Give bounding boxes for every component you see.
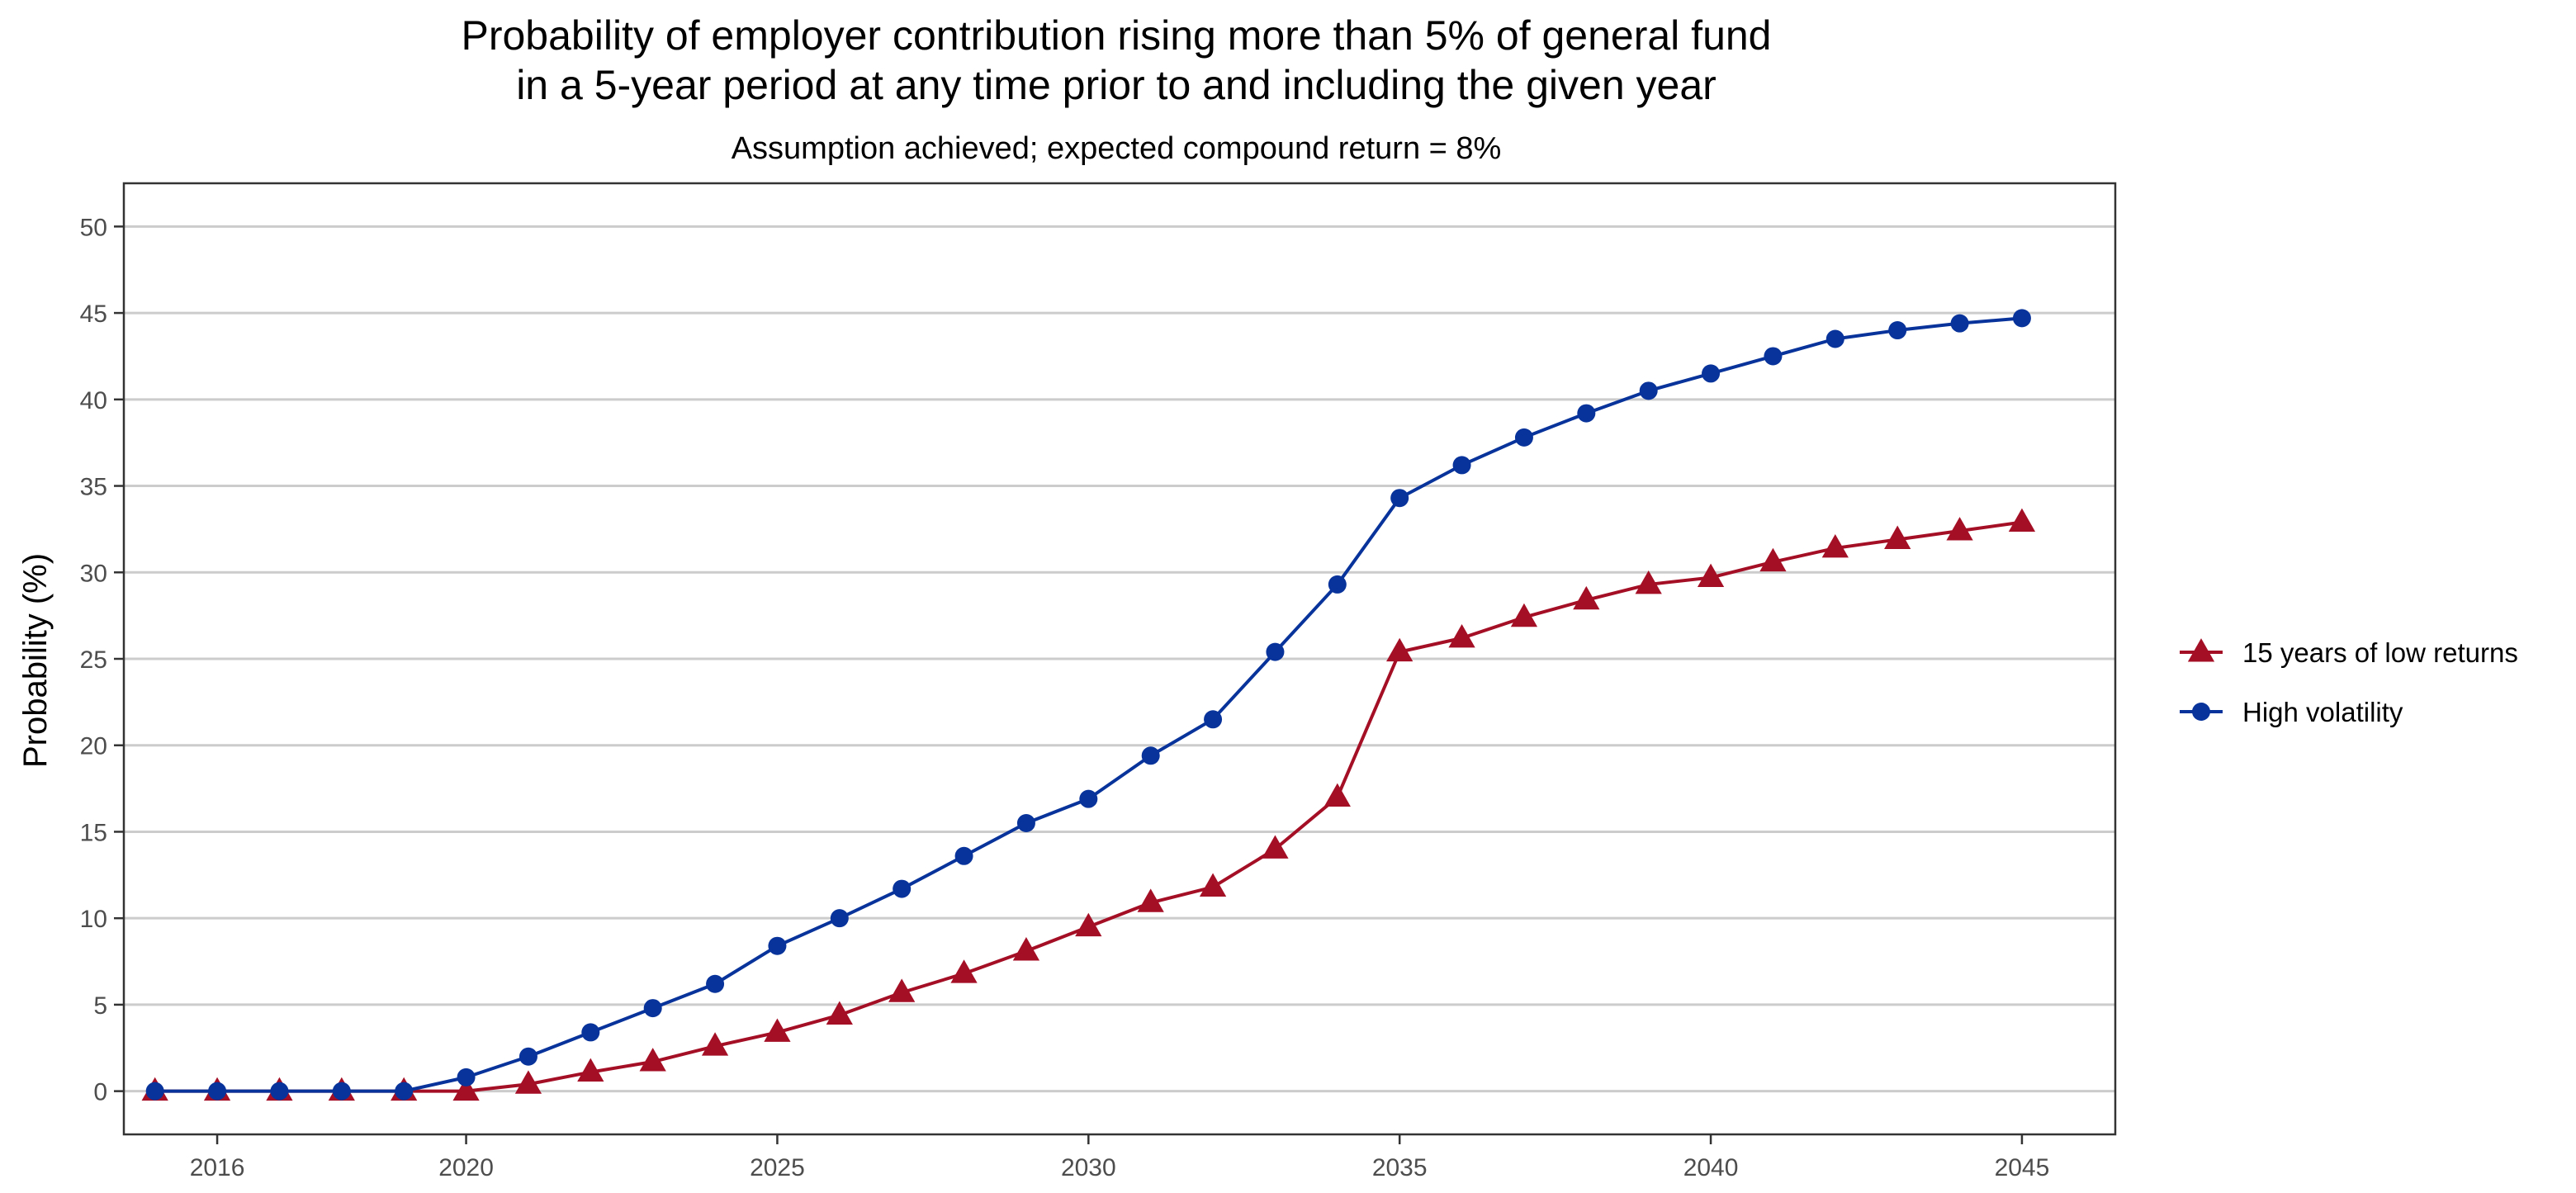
data-point-2034 (1324, 783, 1351, 807)
x-tick-label: 2020 (438, 1154, 494, 1181)
data-point-2043 (1884, 525, 1911, 549)
data-point-2023 (639, 1048, 666, 1072)
data-point-2030 (1079, 789, 1098, 808)
data-point-2042 (1825, 329, 1844, 348)
data-point-2027 (893, 879, 912, 898)
legend-label: High volatility (2242, 697, 2403, 727)
data-point-2032 (1204, 710, 1223, 729)
legend: 15 years of low returns High volatility (2180, 637, 2518, 727)
data-point-2041 (1764, 347, 1783, 366)
data-point-2034 (1328, 575, 1347, 594)
data-point-2044 (1950, 314, 1969, 333)
y-axis: 0 5 10 15 20 25 30 35 40 45 50 (80, 214, 124, 1106)
data-point-2021 (519, 1047, 537, 1066)
data-point-2033 (1266, 642, 1285, 661)
y-tick-label: 40 (80, 387, 107, 414)
series-high-volatility (145, 309, 2031, 1101)
series-line (154, 316, 2023, 1093)
data-point-2027 (888, 978, 916, 1002)
data-point-2039 (1635, 570, 1662, 594)
y-tick-label: 50 (80, 214, 107, 241)
legend-triangle-marker (2187, 638, 2215, 662)
y-tick-label: 15 (80, 819, 107, 846)
data-point-2026 (826, 1001, 853, 1025)
data-point-2029 (1012, 937, 1040, 961)
y-tick-label: 25 (80, 646, 107, 674)
data-point-2041 (1759, 547, 1787, 572)
data-point-2036 (1452, 456, 1471, 475)
y-tick-label: 30 (80, 560, 107, 587)
data-point-2038 (1573, 585, 1600, 610)
data-point-2024 (701, 1032, 729, 1056)
legend-item: High volatility (2180, 697, 2403, 727)
data-point-2031 (1141, 746, 1160, 765)
data-point-2040 (1702, 364, 1721, 383)
data-point-2032 (1199, 873, 1227, 897)
chart-title-line-2: in a 5-year period at any time prior to … (516, 62, 1717, 108)
data-point-2024 (706, 974, 725, 993)
y-tick-label: 35 (80, 474, 107, 501)
data-point-2020 (457, 1068, 476, 1086)
data-point-2035 (1386, 637, 1413, 662)
data-point-2028 (950, 959, 978, 983)
data-point-2042 (1821, 534, 1849, 558)
chart-subtitle: Assumption achieved; expected compound r… (732, 131, 1502, 166)
y-axis-title: Probability (%) (17, 553, 54, 768)
data-point-2021 (514, 1070, 542, 1094)
x-tick-label: 2016 (190, 1154, 245, 1181)
data-point-2022 (581, 1023, 600, 1042)
y-tick-label: 20 (80, 733, 107, 760)
data-point-2036 (1448, 623, 1475, 648)
x-tick-label: 2040 (1683, 1154, 1739, 1181)
legend-circle-marker (2192, 703, 2210, 721)
legend-label: 15 years of low returns (2242, 637, 2518, 668)
data-point-2018 (332, 1082, 351, 1101)
data-point-2037 (1514, 428, 1533, 447)
x-tick-label: 2045 (1995, 1154, 2050, 1181)
legend-item: 15 years of low returns (2180, 637, 2518, 668)
data-point-2015 (145, 1082, 164, 1101)
chart-title-line-1: Probability of employer contribution ris… (462, 12, 1772, 59)
y-tick-label: 10 (80, 906, 107, 933)
x-tick-label: 2025 (750, 1154, 805, 1181)
data-point-2033 (1262, 835, 1289, 859)
data-point-2019 (395, 1082, 414, 1101)
data-point-2016 (208, 1082, 227, 1101)
data-point-2044 (1946, 517, 1973, 541)
data-point-2023 (643, 999, 662, 1018)
data-point-2025 (768, 936, 787, 955)
data-point-2031 (1137, 888, 1164, 912)
data-point-2026 (830, 909, 849, 928)
data-point-2045 (2008, 508, 2036, 532)
data-point-2039 (1639, 381, 1658, 400)
data-point-2020 (452, 1077, 480, 1101)
data-point-2040 (1697, 563, 1725, 588)
data-point-2045 (2012, 309, 2031, 328)
y-tick-label: 45 (80, 301, 107, 328)
data-point-2022 (577, 1058, 604, 1082)
x-tick-label: 2030 (1061, 1154, 1116, 1181)
data-point-2028 (954, 846, 973, 865)
data-point-2043 (1888, 321, 1907, 340)
x-axis: 2016 2020 2025 2030 2035 2040 2045 (190, 1134, 2050, 1181)
series-layer (141, 309, 2036, 1101)
data-point-2030 (1075, 912, 1102, 937)
grid-lines (124, 225, 2115, 1093)
data-point-2029 (1016, 813, 1035, 832)
data-point-2038 (1577, 404, 1596, 423)
y-tick-label: 0 (93, 1079, 107, 1106)
data-point-2025 (764, 1018, 791, 1042)
y-tick-label: 5 (93, 992, 107, 1020)
data-point-2017 (270, 1082, 289, 1101)
x-tick-label: 2035 (1372, 1154, 1428, 1181)
data-point-2035 (1390, 489, 1409, 508)
data-point-2037 (1510, 603, 1538, 627)
